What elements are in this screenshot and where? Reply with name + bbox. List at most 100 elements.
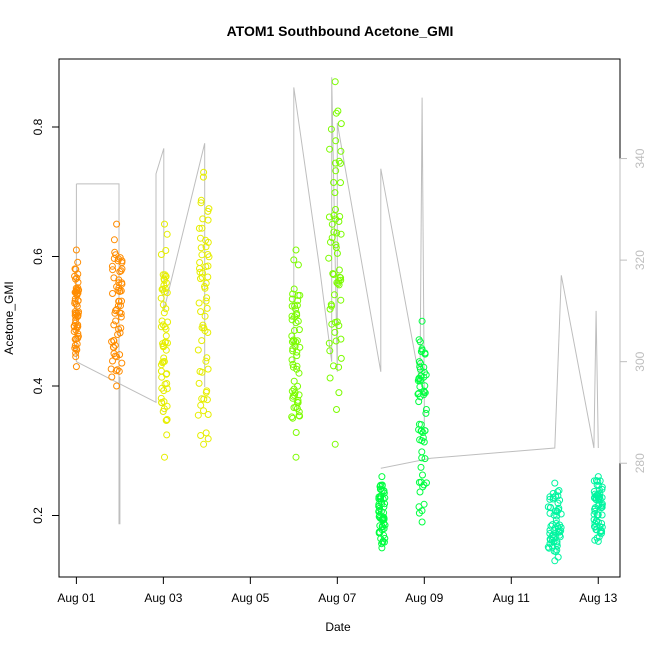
data-point bbox=[112, 251, 120, 259]
data-point bbox=[288, 312, 296, 320]
data-point bbox=[110, 236, 118, 244]
data-point bbox=[117, 302, 124, 310]
data-point bbox=[331, 440, 339, 448]
data-point bbox=[418, 518, 426, 526]
data-point bbox=[335, 363, 343, 371]
data-point bbox=[161, 285, 169, 292]
data-point bbox=[381, 500, 389, 508]
data-point bbox=[416, 338, 424, 346]
data-point bbox=[554, 492, 562, 500]
data-point bbox=[331, 189, 339, 197]
data-point bbox=[113, 382, 121, 390]
data-point bbox=[546, 504, 554, 512]
data-point bbox=[202, 357, 210, 365]
data-point bbox=[553, 540, 561, 547]
data-point bbox=[421, 455, 429, 463]
data-point bbox=[108, 373, 116, 381]
data-point bbox=[556, 496, 564, 504]
data-point bbox=[289, 345, 297, 353]
data-point bbox=[415, 398, 423, 406]
data-point bbox=[420, 500, 428, 508]
y-tick-label: 0.2 bbox=[31, 507, 45, 524]
data-point bbox=[74, 258, 82, 266]
data-point bbox=[416, 488, 424, 496]
data-point bbox=[325, 254, 333, 262]
data-point bbox=[335, 389, 343, 397]
data-point bbox=[293, 398, 301, 406]
data-point bbox=[117, 324, 125, 332]
data-point bbox=[292, 305, 300, 313]
data-point bbox=[195, 379, 203, 387]
data-point bbox=[71, 341, 79, 349]
data-point bbox=[330, 179, 338, 186]
data-point bbox=[74, 270, 82, 278]
data-point bbox=[202, 279, 210, 287]
data-point bbox=[72, 349, 80, 357]
data-point bbox=[330, 228, 338, 236]
data-point bbox=[326, 145, 334, 153]
data-point bbox=[328, 302, 335, 310]
data-point bbox=[71, 295, 79, 303]
data-point bbox=[544, 543, 552, 551]
data-point bbox=[71, 308, 79, 316]
y-axis: 0.2 0.4 0.6 0.8 bbox=[31, 118, 60, 524]
data-point bbox=[159, 301, 167, 309]
data-point bbox=[288, 387, 296, 395]
data-point bbox=[292, 453, 300, 461]
data-point bbox=[553, 508, 561, 516]
data-point bbox=[117, 313, 125, 321]
data-point bbox=[421, 427, 429, 435]
right-series-line bbox=[293, 77, 425, 433]
data-point bbox=[420, 481, 428, 489]
data-point bbox=[118, 359, 126, 367]
data-point bbox=[375, 495, 383, 503]
data-point bbox=[325, 339, 333, 347]
data-point bbox=[204, 207, 212, 215]
data-point bbox=[109, 266, 117, 274]
data-point bbox=[162, 247, 170, 254]
data-point bbox=[197, 199, 205, 207]
x-axis: Aug 01 Aug 03 Aug 05 Aug 07 Aug 09 Aug 11 Aug … bbox=[57, 576, 618, 605]
data-point bbox=[378, 544, 386, 552]
data-point bbox=[114, 331, 122, 338]
data-point bbox=[419, 434, 427, 442]
data-point bbox=[204, 251, 212, 258]
data-point bbox=[203, 294, 211, 302]
data-point bbox=[546, 493, 554, 501]
data-point bbox=[108, 262, 116, 270]
data-point bbox=[72, 353, 80, 361]
data-point bbox=[110, 350, 118, 358]
data-point bbox=[337, 354, 345, 362]
data-point bbox=[112, 317, 120, 325]
data-point bbox=[161, 220, 168, 228]
data-point bbox=[72, 363, 80, 371]
data-point bbox=[73, 274, 81, 282]
data-point bbox=[376, 514, 384, 522]
data-point bbox=[163, 380, 171, 387]
data-point bbox=[110, 321, 118, 329]
data-point bbox=[594, 473, 602, 481]
x-tick-label: Aug 05 bbox=[231, 591, 269, 605]
data-point bbox=[197, 432, 205, 439]
data-point bbox=[164, 318, 172, 326]
data-point bbox=[596, 477, 604, 485]
data-point bbox=[163, 289, 171, 297]
data-point bbox=[376, 483, 384, 490]
data-point bbox=[375, 502, 383, 510]
data-point bbox=[202, 243, 210, 251]
data-point bbox=[337, 159, 344, 167]
data-point bbox=[202, 429, 210, 437]
data-point bbox=[333, 229, 341, 237]
data-point bbox=[593, 534, 601, 542]
data-point bbox=[332, 167, 340, 175]
data-point bbox=[295, 391, 303, 399]
data-point bbox=[195, 224, 203, 232]
data-point bbox=[598, 502, 606, 509]
data-point bbox=[291, 313, 299, 321]
right-y-axis: 280 300 320 340 bbox=[619, 148, 647, 473]
data-point bbox=[161, 271, 169, 279]
data-points bbox=[70, 78, 606, 565]
data-point bbox=[546, 495, 554, 503]
data-point bbox=[202, 388, 210, 396]
data-point bbox=[598, 511, 606, 519]
